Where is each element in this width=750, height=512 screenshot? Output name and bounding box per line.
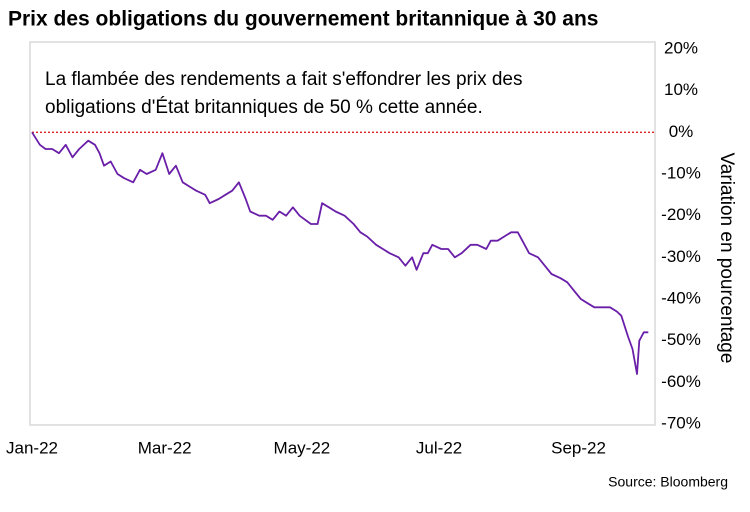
data-line: [31, 131, 649, 375]
y-tick-label: -30%: [661, 247, 701, 266]
annotation: La flambée des rendements a fait s'effon…: [45, 69, 523, 90]
plot-frame: [29, 41, 656, 426]
y-tick-label: 0%: [669, 122, 694, 141]
y-tick-label: -70%: [661, 413, 701, 432]
y-axis-label: Variation en pourcentage: [716, 153, 737, 364]
x-tick-label: Mar-22: [138, 438, 192, 457]
y-tick-label: 10%: [664, 80, 698, 99]
chart-title: Prix des obligations du gouvernement bri…: [8, 8, 598, 31]
y-tick-label: -40%: [661, 288, 701, 307]
x-tick-label: May-22: [274, 438, 331, 457]
y-tick-label: -60%: [661, 372, 701, 391]
x-tick-label: Jan-22: [6, 438, 58, 457]
y-tick-label: 20%: [664, 38, 698, 57]
annotation: obligations d'État britanniques de 50 % …: [45, 97, 483, 118]
y-tick-label: -20%: [661, 205, 701, 224]
x-tick-label: Jul-22: [416, 438, 462, 457]
x-tick-label: Sep-22: [551, 438, 606, 457]
y-tick-label: -10%: [661, 163, 701, 182]
source: Source: Bloomberg: [608, 474, 728, 490]
y-tick-label: -50%: [661, 330, 701, 349]
